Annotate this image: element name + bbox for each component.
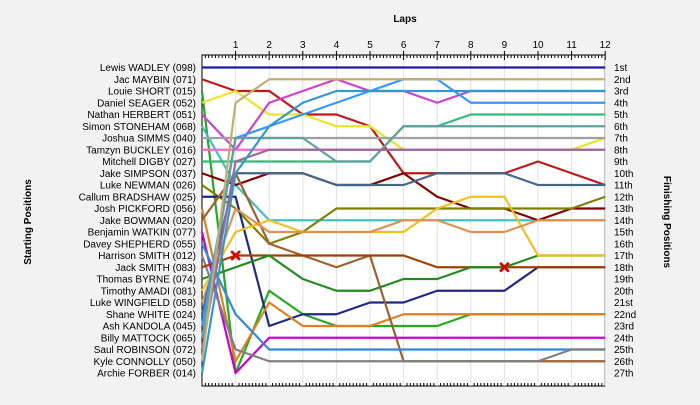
finishing-position-label: 23rd	[614, 322, 634, 333]
driver-position-line	[200, 78, 606, 362]
starting-driver-label: Kyle CONNOLLY (050)	[94, 357, 196, 368]
starting-driver-label: Billy MATTOCK (065)	[101, 333, 196, 344]
starting-driver-label: Jack SMITH (083)	[115, 263, 196, 274]
starting-driver-label: Timothy AMADI (081)	[101, 286, 196, 297]
driver-position-line	[200, 148, 606, 350]
driver-position-line	[201, 195, 606, 292]
driver-position-line	[201, 243, 606, 351]
starting-driver-label: Archie FORBER (014)	[97, 369, 196, 380]
lap-tick-label: 4	[334, 40, 340, 51]
finishing-position-label: 1st	[614, 63, 628, 74]
starting-driver-label: Luke WINGFIELD (058)	[90, 298, 196, 309]
lap-tick-label: 3	[300, 40, 306, 51]
driver-position-line	[200, 231, 606, 375]
finishing-position-label: 22nd	[614, 310, 636, 321]
retired-marker	[499, 262, 510, 273]
laps-axis-title: Laps	[393, 14, 417, 25]
driver-position-line	[200, 125, 606, 338]
starting-driver-label: Jake SIMPSON (037)	[100, 169, 196, 180]
lap-tick-label: 1	[233, 40, 239, 51]
finishing-position-label: 3rd	[614, 87, 628, 98]
driver-position-line	[200, 208, 606, 363]
lap-tick-label: 9	[502, 40, 508, 51]
finishing-position-label: 6th	[614, 122, 628, 133]
lap-tick-label: 6	[401, 40, 407, 51]
starting-driver-label: Harrison SMITH (012)	[98, 251, 196, 262]
finishing-position-label: 10th	[614, 169, 633, 180]
driver-position-line	[200, 255, 606, 363]
finishing-position-label: 21st	[614, 298, 633, 309]
starting-driver-label: Jac MAYBIN (071)	[114, 75, 196, 86]
finishing-position-label: 8th	[614, 145, 628, 156]
finishing-position-label: 11th	[614, 181, 633, 192]
starting-driver-label: Shane WHITE (024)	[106, 310, 196, 321]
finishing-position-label: 5th	[614, 110, 628, 121]
starting-driver-label: Mitchell DIGBY (027)	[102, 157, 196, 168]
lap-tick-label: 5	[367, 40, 373, 51]
lap-tick-label: 8	[468, 40, 474, 51]
starting-driver-label: Nathan HERBERT (051)	[87, 110, 196, 121]
retired-marker	[230, 250, 241, 261]
lap-tick-label: 11	[566, 40, 577, 51]
starting-driver-label: Tamzyn BUCKLEY (016)	[86, 145, 196, 156]
lap-tick-label: 12	[600, 40, 612, 51]
finishing-position-label: 14th	[614, 216, 633, 227]
lap-tick-label: 2	[266, 40, 272, 51]
starting-driver-label: Callum BRADSHAW (025)	[79, 192, 196, 203]
starting-driver-label: Louie SHORT (015)	[108, 87, 196, 98]
lap-tick-label: 7	[434, 40, 440, 51]
starting-driver-label: Daniel SEAGER (052)	[97, 98, 196, 109]
starting-driver-label: Lewis WADLEY (098)	[100, 63, 196, 74]
starting-driver-label: Saul ROBINSON (072)	[94, 345, 196, 356]
finishing-position-label: 24th	[614, 333, 633, 344]
finishing-position-label: 7th	[614, 134, 628, 145]
finishing-position-label: 9th	[614, 157, 628, 168]
finishing-position-label: 4th	[614, 98, 628, 109]
starting-driver-label: Josh PICKFORD (056)	[94, 204, 196, 215]
finishing-position-label: 25th	[614, 345, 633, 356]
starting-driver-label: Joshua SIMMS (040)	[102, 134, 196, 145]
lap-tick-label: 10	[532, 40, 544, 51]
finishing-position-label: 15th	[614, 228, 633, 239]
starting-driver-label: Simon STONEHAM (068)	[82, 122, 196, 133]
finishing-position-label: 26th	[614, 357, 633, 368]
driver-position-line	[200, 89, 606, 374]
starting-positions-axis-title: Starting Positions	[23, 179, 34, 265]
finishing-position-label: 12th	[614, 192, 633, 203]
driver-position-line	[200, 172, 606, 315]
finishing-position-label: 27th	[614, 369, 633, 380]
finishing-position-label: 13th	[614, 204, 633, 215]
starting-driver-label: Ash KANDOLA (045)	[103, 322, 196, 333]
driver-position-line	[200, 207, 606, 303]
starting-driver-label: Benjamin WATKIN (077)	[88, 228, 196, 239]
finishing-positions-axis-title: Finishing Positions	[661, 176, 672, 269]
starting-driver-label: Luke NEWMAN (026)	[100, 181, 196, 192]
finishing-position-label: 18th	[614, 263, 633, 274]
finishing-position-label: 16th	[614, 239, 633, 250]
finishing-position-label: 20th	[614, 286, 633, 297]
starting-driver-label: Davey SHEPHERD (055)	[83, 239, 196, 250]
starting-driver-label: Thomas BYRNE (074)	[97, 275, 196, 286]
finishing-position-label: 17th	[614, 251, 633, 262]
finishing-position-label: 2nd	[614, 75, 631, 86]
finishing-position-label: 19th	[614, 275, 633, 286]
starting-driver-label: Jake BOWMAN (020)	[100, 216, 196, 227]
